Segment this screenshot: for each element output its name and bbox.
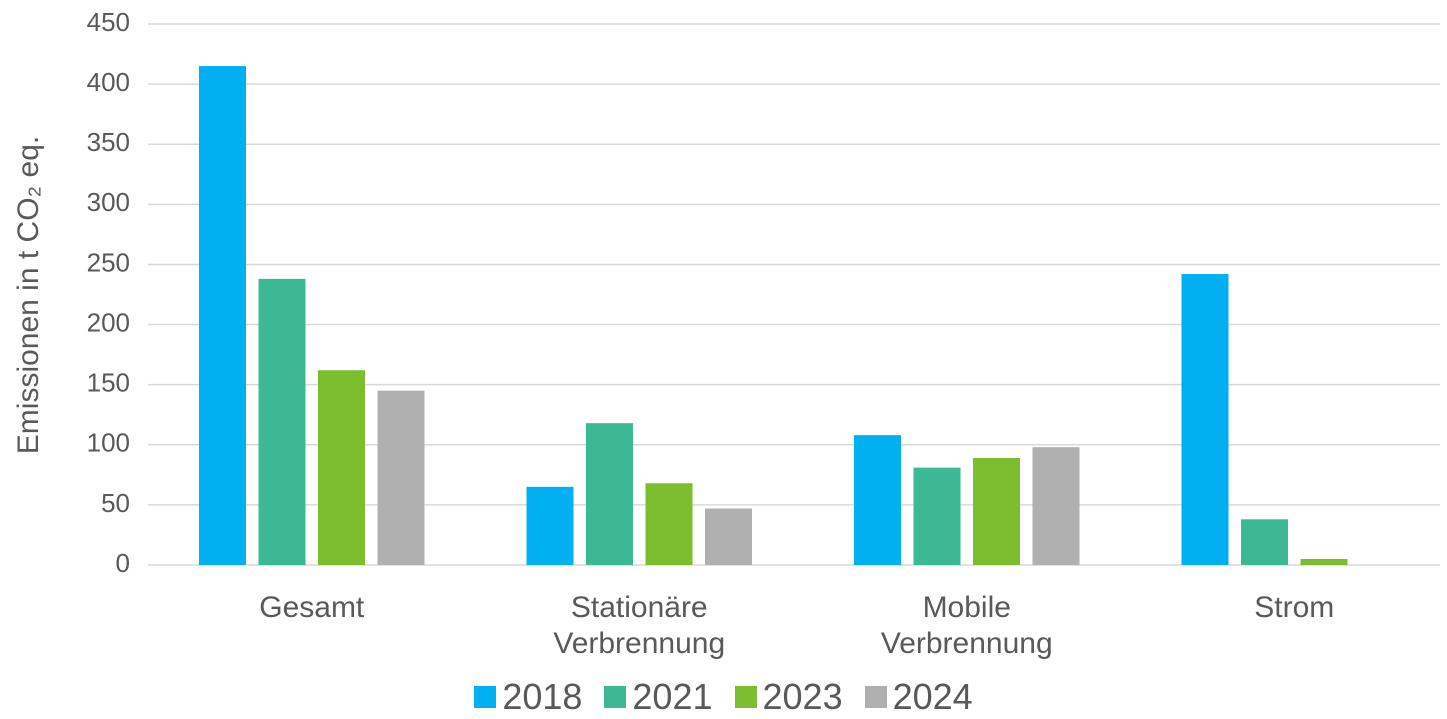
bar xyxy=(318,370,365,565)
y-tick-label: 50 xyxy=(101,488,130,518)
bar xyxy=(854,435,901,565)
x-tick-label: Gesamt xyxy=(259,591,365,624)
bar xyxy=(645,483,693,565)
bar xyxy=(377,390,425,565)
y-tick-label: 100 xyxy=(87,428,130,458)
y-tick-label: 250 xyxy=(87,247,130,277)
legend-item: 2024 xyxy=(864,676,973,718)
legend-swatch xyxy=(474,686,497,708)
legend-label: 2018 xyxy=(502,676,583,717)
legend-item: 2018 xyxy=(474,676,582,718)
legend-item: 2021 xyxy=(604,676,713,718)
y-tick-label: 0 xyxy=(116,548,130,578)
legend: 2018 2021 2023 2024 xyxy=(0,676,1447,718)
bar xyxy=(1181,274,1229,565)
legend-swatch xyxy=(734,686,757,708)
legend-swatch xyxy=(604,686,627,708)
bar xyxy=(1032,447,1080,565)
y-axis-label: Emissionen in t CO₂ eq. xyxy=(12,136,45,454)
y-tick-label: 150 xyxy=(87,368,130,398)
y-tick-label: 400 xyxy=(87,67,130,97)
x-tick-label: Mobile Verbrennung xyxy=(880,591,1053,660)
legend-label: 2021 xyxy=(632,676,713,717)
bar xyxy=(258,278,306,565)
y-tick-label: 450 xyxy=(87,7,130,37)
bar xyxy=(1300,558,1348,565)
bar xyxy=(586,423,633,565)
x-tick-label: Stationäre Verbrennung xyxy=(553,591,726,660)
legend-item: 2023 xyxy=(734,676,843,718)
bar xyxy=(199,66,246,566)
bar xyxy=(913,467,961,565)
legend-label: 2023 xyxy=(762,676,843,717)
legend-swatch xyxy=(864,686,887,708)
bar xyxy=(1241,519,1288,565)
y-tick-label: 300 xyxy=(87,187,130,217)
legend-label: 2024 xyxy=(892,676,973,717)
bar xyxy=(526,486,574,565)
x-tick-label: Strom xyxy=(1254,591,1335,624)
bar xyxy=(973,458,1020,565)
y-tick-label: 350 xyxy=(87,127,130,157)
y-tick-label: 200 xyxy=(87,307,130,337)
bar xyxy=(705,508,752,565)
